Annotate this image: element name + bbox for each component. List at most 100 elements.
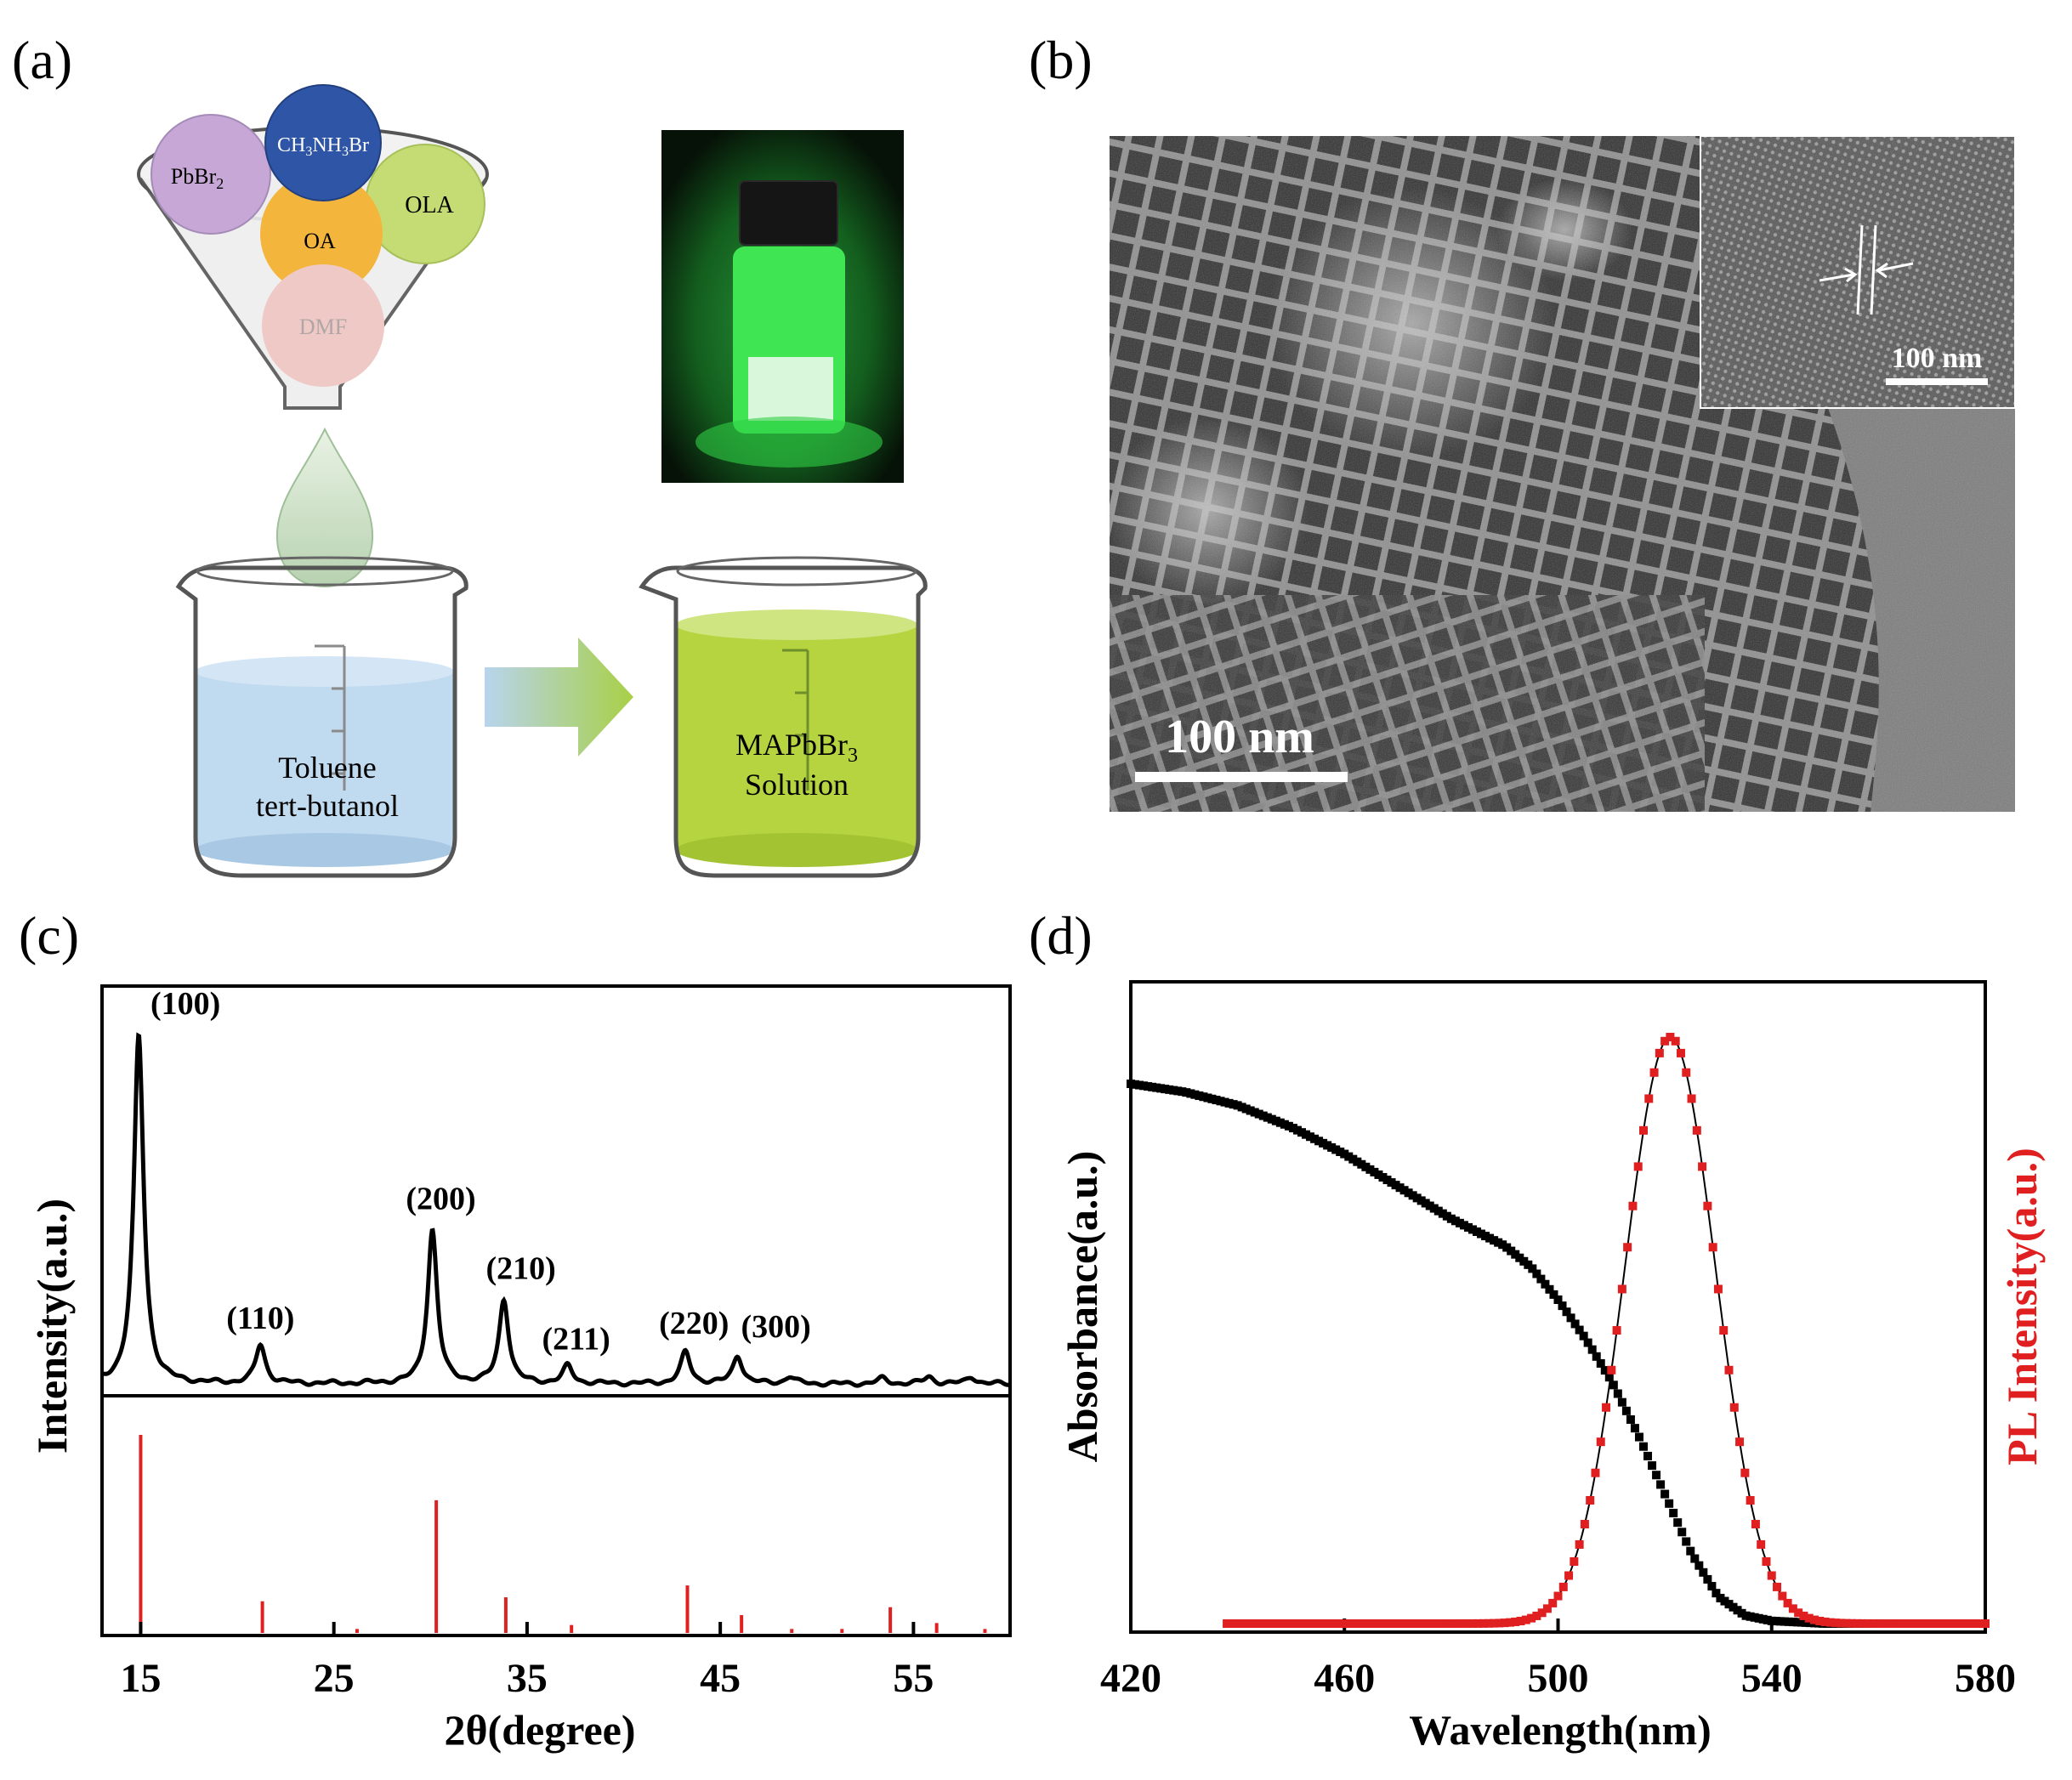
pl-point-46 bbox=[1468, 1618, 1477, 1628]
absorbance-point-108 bbox=[1587, 1345, 1597, 1354]
absorbance-point-3 bbox=[1139, 1081, 1149, 1091]
label-dmf: DMF bbox=[299, 315, 347, 339]
absorbance-point-155 bbox=[1788, 1618, 1797, 1627]
absorbance-point-17 bbox=[1199, 1092, 1208, 1102]
absorbance-point-51 bbox=[1344, 1152, 1354, 1161]
absorbance-point-95 bbox=[1532, 1269, 1541, 1278]
xrd-peak-label-3: (210) bbox=[485, 1251, 555, 1287]
funnel: PbBr2 CH3NH3Br OLA OA DMF bbox=[137, 84, 489, 410]
absorbance-point-145 bbox=[1746, 1612, 1755, 1621]
label-ch-sub: 3 bbox=[305, 145, 312, 159]
pl-point-21 bbox=[1334, 1619, 1343, 1628]
pl-point-35 bbox=[1409, 1618, 1418, 1628]
absorbance-point-122 bbox=[1648, 1461, 1657, 1471]
absorbance-point-50 bbox=[1340, 1149, 1349, 1159]
pl-point-142 bbox=[1981, 1619, 1990, 1628]
pl-point-141 bbox=[1975, 1619, 1984, 1628]
pl-point-51 bbox=[1495, 1618, 1504, 1628]
absorbance-point-60 bbox=[1382, 1176, 1392, 1185]
absorbance-point-44 bbox=[1314, 1137, 1324, 1146]
pl-point-108 bbox=[1799, 1611, 1808, 1620]
pl-point-68 bbox=[1586, 1495, 1595, 1505]
pl-point-31 bbox=[1388, 1619, 1397, 1628]
pl-point-113 bbox=[1825, 1618, 1835, 1627]
xrd-xtick-label-4: 55 bbox=[893, 1656, 934, 1701]
absorbance-point-133 bbox=[1694, 1561, 1704, 1570]
absorbance-point-141 bbox=[1729, 1602, 1738, 1612]
pl-point-6 bbox=[1254, 1619, 1263, 1628]
label-nh: NH bbox=[312, 134, 342, 156]
absorbance-point-103 bbox=[1566, 1313, 1575, 1323]
absorbance-point-65 bbox=[1404, 1188, 1413, 1198]
pl-point-79 bbox=[1644, 1094, 1654, 1103]
absorbance-point-115 bbox=[1617, 1397, 1626, 1407]
absorbance-point-16 bbox=[1195, 1091, 1204, 1100]
solution-label: Solution bbox=[745, 768, 849, 802]
pl-point-80 bbox=[1649, 1068, 1659, 1077]
absorbance-point-129 bbox=[1677, 1528, 1687, 1537]
absorbance-point-89 bbox=[1507, 1246, 1516, 1256]
pl-point-14 bbox=[1297, 1619, 1306, 1628]
absorbance-point-75 bbox=[1446, 1214, 1456, 1223]
pl-point-96 bbox=[1735, 1437, 1745, 1447]
pl-point-22 bbox=[1340, 1619, 1349, 1628]
absorbance-point-0 bbox=[1127, 1080, 1135, 1088]
pl-point-137 bbox=[1954, 1619, 1963, 1628]
beaker-left: Toluene tert-butanol bbox=[175, 556, 468, 878]
pl-point-76 bbox=[1628, 1201, 1638, 1210]
pl-point-115 bbox=[1836, 1618, 1846, 1628]
absorbance-point-1 bbox=[1131, 1080, 1140, 1089]
pl-point-34 bbox=[1404, 1619, 1413, 1628]
pl-point-0 bbox=[1223, 1619, 1232, 1628]
pl-point-124 bbox=[1884, 1618, 1893, 1628]
absorbance-point-54 bbox=[1357, 1159, 1366, 1169]
absorbance-point-111 bbox=[1600, 1366, 1609, 1375]
absorbance-point-131 bbox=[1686, 1546, 1695, 1556]
pl-point-65 bbox=[1570, 1556, 1579, 1566]
pl-point-16 bbox=[1308, 1619, 1317, 1628]
scale-main-label: 100 nm bbox=[1165, 711, 1314, 763]
pl-point-84 bbox=[1671, 1036, 1680, 1046]
absorbance-point-78 bbox=[1459, 1221, 1468, 1230]
absorbance-point-144 bbox=[1741, 1611, 1751, 1620]
absorbance-point-124 bbox=[1656, 1480, 1666, 1489]
absorbance-point-96 bbox=[1536, 1274, 1546, 1284]
pl-point-58 bbox=[1532, 1611, 1541, 1620]
absorbance-point-99 bbox=[1549, 1290, 1558, 1299]
absorbance-point-53 bbox=[1353, 1157, 1362, 1166]
xrd-xtick-label-3: 45 bbox=[700, 1656, 741, 1701]
pl-point-18 bbox=[1319, 1619, 1328, 1628]
absorbance-point-85 bbox=[1490, 1236, 1499, 1245]
pl-point-44 bbox=[1457, 1618, 1467, 1628]
pl-point-32 bbox=[1394, 1619, 1403, 1628]
pl-point-75 bbox=[1623, 1243, 1632, 1252]
absorbance-point-88 bbox=[1502, 1243, 1512, 1252]
absorbance-point-142 bbox=[1733, 1606, 1742, 1615]
absorbance-point-92 bbox=[1519, 1256, 1529, 1266]
absorbance-point-43 bbox=[1310, 1134, 1320, 1143]
absorbance-point-152 bbox=[1775, 1617, 1785, 1626]
label-nh-sub: 3 bbox=[342, 145, 349, 159]
absorbance-point-66 bbox=[1408, 1191, 1417, 1200]
process-arrow bbox=[485, 638, 633, 757]
pl-point-67 bbox=[1580, 1520, 1589, 1529]
pl-point-77 bbox=[1633, 1162, 1643, 1171]
absorbance-point-149 bbox=[1763, 1615, 1772, 1624]
absorbance-point-6 bbox=[1152, 1083, 1161, 1092]
pl-point-37 bbox=[1420, 1618, 1429, 1628]
absorbance-point-55 bbox=[1361, 1162, 1371, 1171]
absorbance-point-134 bbox=[1699, 1567, 1708, 1577]
absorbance-point-148 bbox=[1758, 1614, 1768, 1624]
absorbance-point-110 bbox=[1596, 1358, 1605, 1368]
pl-point-42 bbox=[1446, 1618, 1456, 1628]
xrd-frame bbox=[100, 984, 1012, 1637]
pbbr2-circle bbox=[150, 114, 271, 235]
pl-point-82 bbox=[1660, 1036, 1670, 1046]
absorbance-point-11 bbox=[1173, 1086, 1183, 1096]
pl-point-119 bbox=[1858, 1618, 1867, 1628]
pl-point-9 bbox=[1270, 1619, 1280, 1628]
absorbance-point-36 bbox=[1280, 1120, 1289, 1129]
absorbance-point-121 bbox=[1643, 1451, 1653, 1460]
vial-photo bbox=[661, 130, 904, 483]
